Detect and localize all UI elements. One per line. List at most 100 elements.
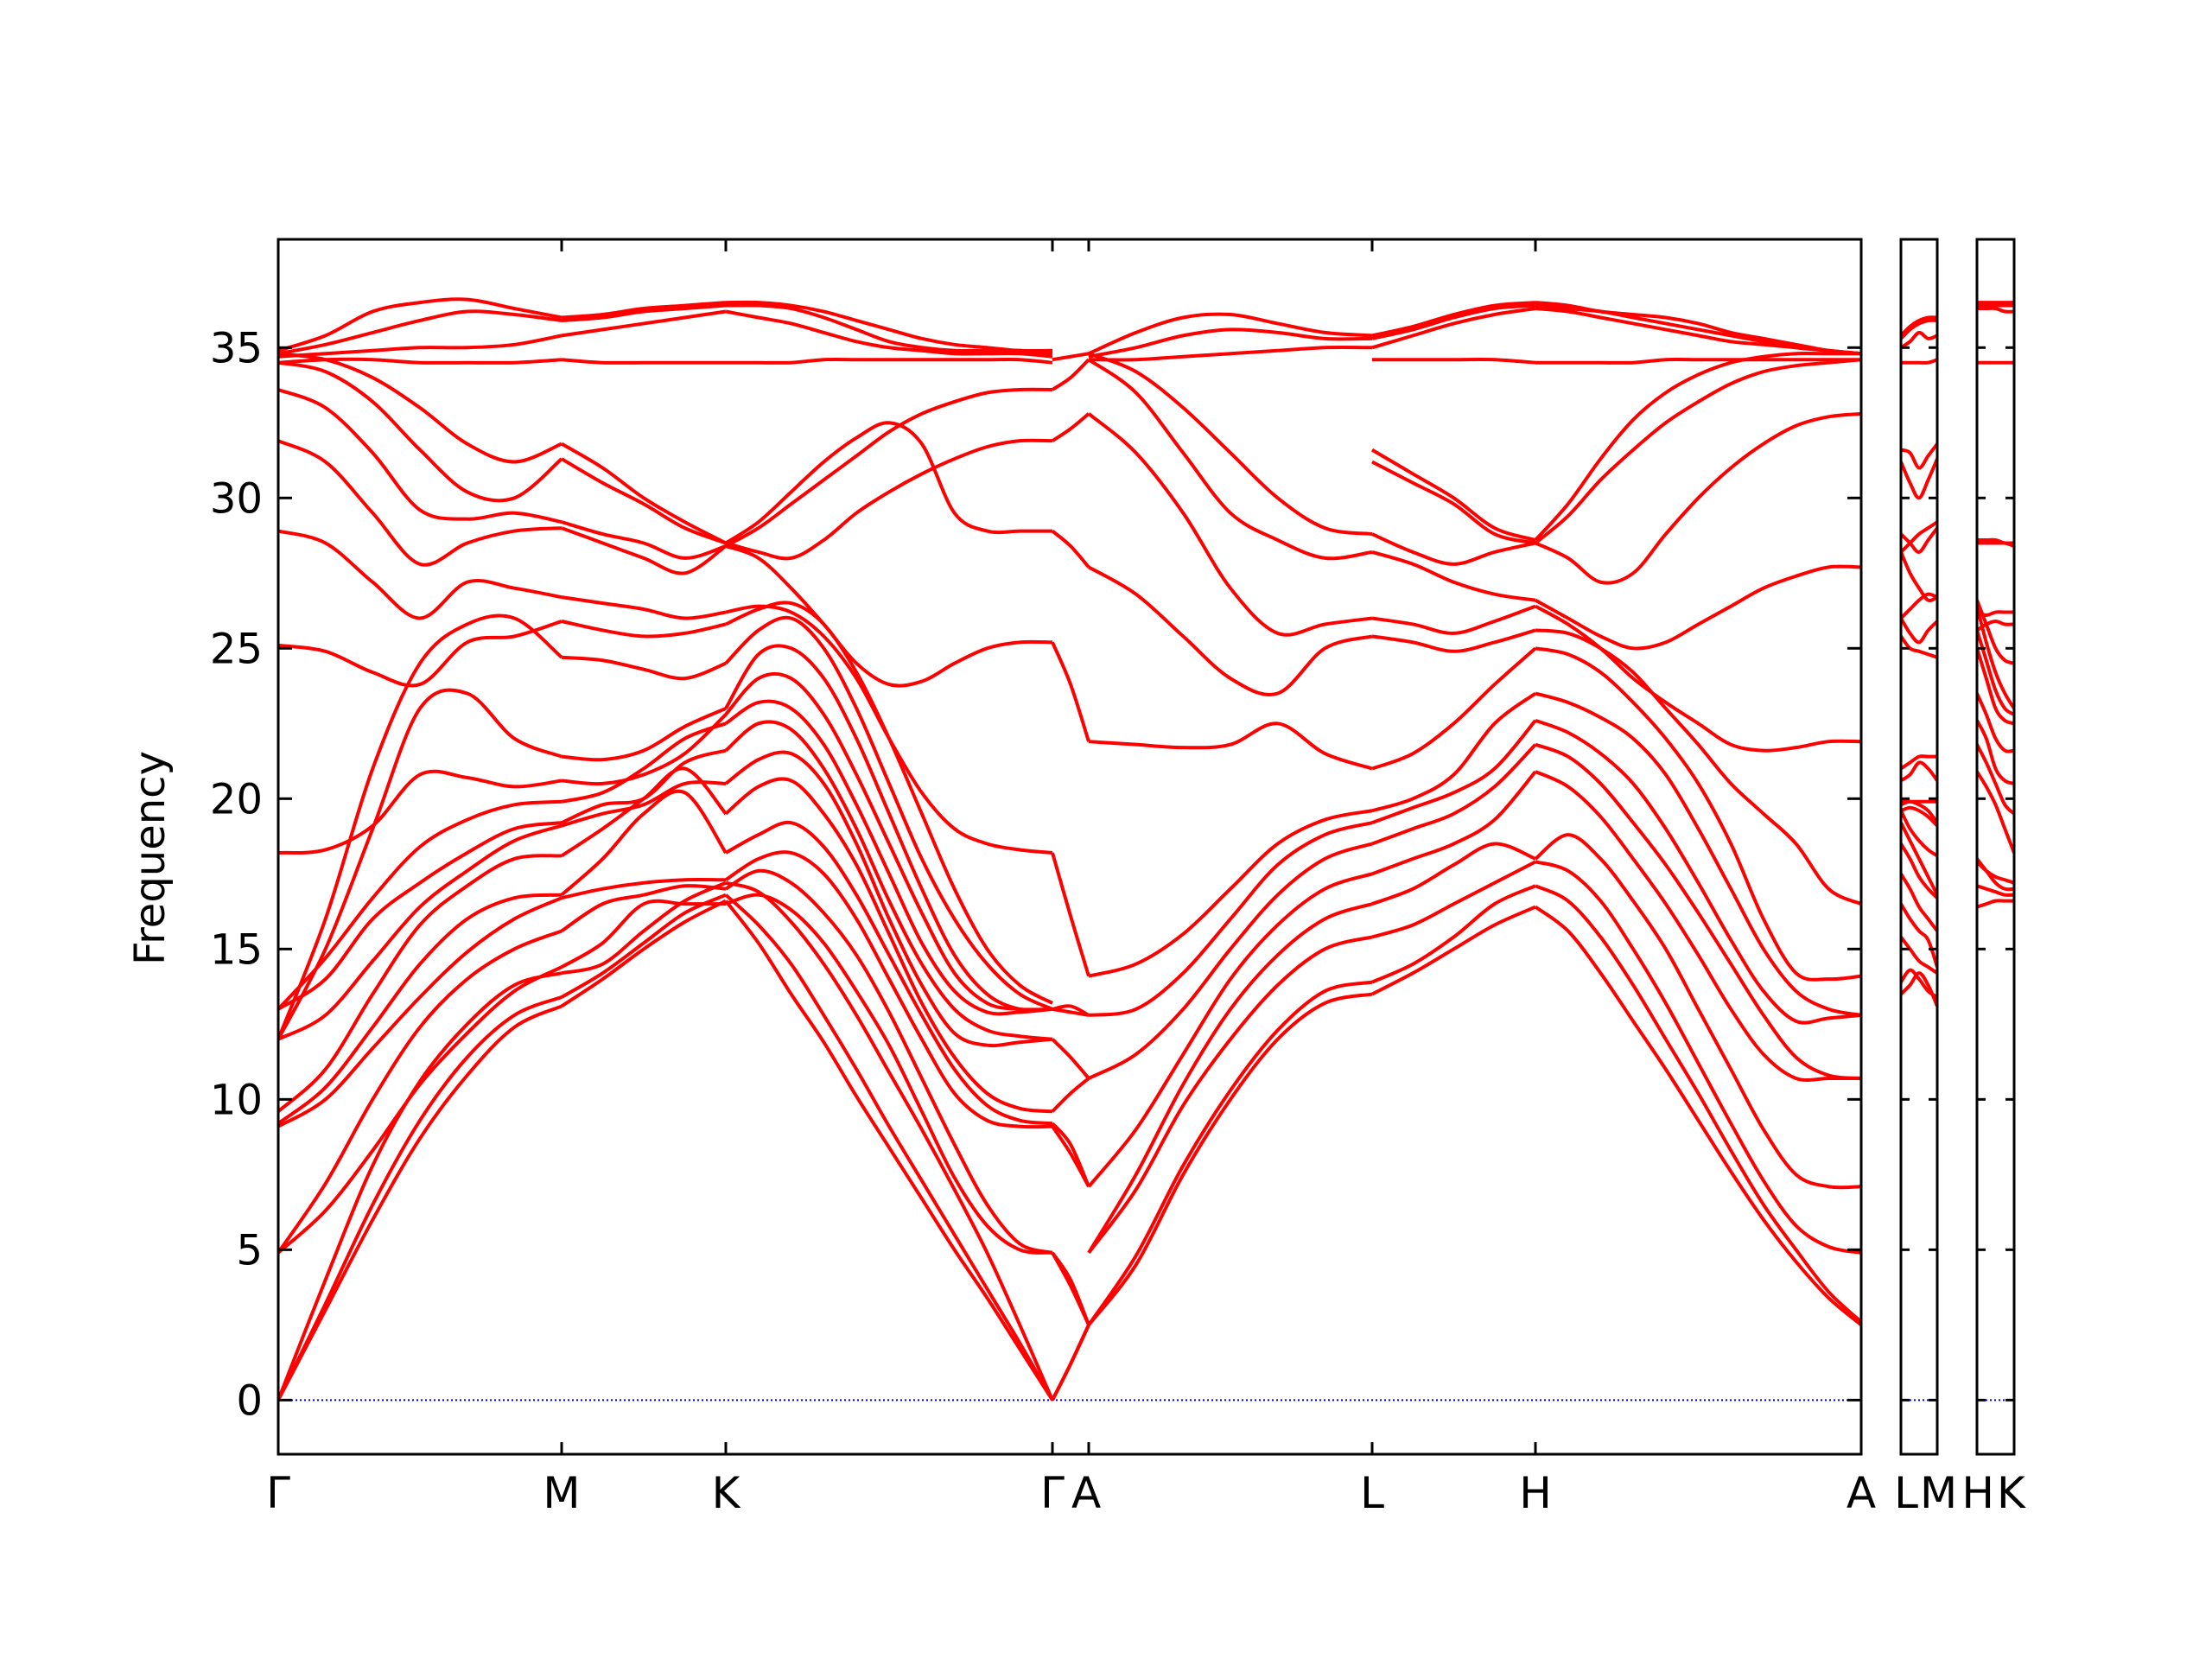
band-line-H-K-11 xyxy=(1977,599,2014,665)
band-line-Γ-M-3 xyxy=(278,965,563,1255)
band-line-Γ-M-20 xyxy=(278,357,563,365)
panel-frame xyxy=(1975,238,2016,1456)
band-line-M-K-8 xyxy=(561,780,727,828)
band-line-Γ-A-1 xyxy=(1051,1324,1090,1402)
band-line-A-L-6 xyxy=(1088,821,1373,1017)
band-line-Γ-A-14 xyxy=(1051,358,1090,391)
band-line-L-M-23 xyxy=(1901,318,1937,340)
y-tick-label: 20 xyxy=(210,775,263,823)
band-line-M-K-20 xyxy=(561,358,726,365)
band-line-K-Γ-19 xyxy=(725,438,1053,561)
band-line-L-H-17 xyxy=(1371,303,1536,340)
band-line-M-K-19 xyxy=(560,442,727,545)
band-line-Γ-M-8 xyxy=(278,823,563,1041)
band-line-K-Γ-8 xyxy=(724,750,1053,1048)
x-tick-label-Γ: Γ xyxy=(1040,1468,1065,1518)
band-line-M-K-6 xyxy=(560,789,728,897)
x-tick-label-L: L xyxy=(1360,1468,1384,1518)
band-line-Γ-A-9 xyxy=(1052,1007,1090,1017)
band-line-Γ-A-12 xyxy=(1051,530,1090,569)
y-tick-label: 15 xyxy=(210,925,263,974)
y-tick-label: 25 xyxy=(210,625,263,673)
x-tick-label-A: A xyxy=(1847,1468,1876,1518)
band-line-K-Γ-1 xyxy=(724,893,1054,1402)
band-line-L-H-0 xyxy=(1371,905,1536,996)
band-line-A-L-9 xyxy=(1088,565,1373,696)
band-line-L-M-22 xyxy=(1901,330,1937,349)
band-line-L-M-17 xyxy=(1901,526,1937,554)
band-line-K-Γ-2 xyxy=(725,880,1054,1402)
band-line-K-Γ-12 xyxy=(724,644,1053,1013)
band-line-L-M-3 xyxy=(1901,903,1937,968)
band-line-K-Γ-16 xyxy=(725,544,1053,688)
band-line-H-A-2 xyxy=(1535,860,1861,1255)
band-line-M-K-22 xyxy=(561,303,727,322)
band-line-A-L-3 xyxy=(1087,902,1373,1254)
band-line-L-H-6 xyxy=(1371,719,1537,825)
band-line-Γ-A-6 xyxy=(1051,1077,1090,1113)
band-line-L-M-12 xyxy=(1901,754,1937,771)
band-line-H-K-18 xyxy=(1977,306,2014,314)
band-line-H-A-4 xyxy=(1535,770,1861,1083)
band-line-L-H-1 xyxy=(1371,884,1536,984)
band-line-Γ-A-5 xyxy=(1051,1122,1090,1188)
band-line-L-M-20 xyxy=(1901,442,1937,470)
band-line-L-M-24 xyxy=(1901,315,1937,337)
band-line-L-M-14 xyxy=(1901,617,1937,645)
band-line-M-K-17 xyxy=(561,520,727,560)
band-line-H-K-16 xyxy=(1977,537,2014,545)
band-line-A-L-4 xyxy=(1087,872,1373,1188)
band-line-Γ-M-9 xyxy=(278,821,563,1011)
band-line-L-M-7 xyxy=(1901,810,1937,858)
band-line-Γ-M-15 xyxy=(278,529,563,620)
band-line-L-M-15 xyxy=(1901,592,1937,620)
band-line-M-K-13 xyxy=(561,655,727,681)
band-lines-main xyxy=(278,297,1861,1402)
band-line-H-A-0 xyxy=(1534,905,1861,1326)
band-line-H-A-13 xyxy=(1534,358,1861,545)
band-line-Γ-A-15 xyxy=(1052,352,1090,362)
band-line-M-K-1 xyxy=(560,893,727,999)
band-line-K-Γ-4 xyxy=(724,868,1053,1255)
band-line-L-H-16 xyxy=(1371,307,1536,350)
band-line-M-K-3 xyxy=(560,899,726,969)
band-line-H-K-1 xyxy=(1977,884,2014,897)
band-line-Γ-M-11 xyxy=(278,769,563,855)
band-line-Γ-M-21 xyxy=(278,334,563,359)
band-line-H-A-1 xyxy=(1535,884,1861,1324)
band-line-L-H-15 xyxy=(1372,357,1536,365)
panel-frame xyxy=(1899,238,1939,1456)
x-tick-label-K: K xyxy=(1997,1468,2026,1518)
band-line-M-K-2 xyxy=(561,880,727,976)
band-line-Γ-M-2 xyxy=(278,971,563,1402)
band-line-L-M-16 xyxy=(1901,551,1937,602)
band-line-M-K-23 xyxy=(561,301,727,320)
band-line-M-K-11 xyxy=(561,713,728,786)
band-line-L-M-13 xyxy=(1901,635,1937,659)
band-line-Γ-M-0 xyxy=(278,1004,563,1402)
y-tick-label: 30 xyxy=(210,474,263,523)
band-line-Γ-M-17 xyxy=(278,388,563,524)
band-line-M-K-4 xyxy=(560,884,727,933)
band-line-H-K-8 xyxy=(1977,647,2014,726)
band-line-Γ-M-1 xyxy=(278,995,563,1402)
band-line-Γ-A-10 xyxy=(1051,852,1090,977)
band-line-L-M-18 xyxy=(1901,520,1937,554)
band-line-H-A-7 xyxy=(1535,691,1861,1017)
band-line-H-K-4 xyxy=(1977,770,2014,854)
band-line-H-K-10 xyxy=(1977,606,2014,709)
band-line-H-K-7 xyxy=(1977,692,2014,753)
band-line-H-K-12 xyxy=(1977,619,2014,632)
band-line-Γ-M-18 xyxy=(278,360,563,503)
band-line-Γ-A-7 xyxy=(1051,1038,1090,1080)
band-line-L-M-19 xyxy=(1901,458,1937,500)
band-line-Γ-M-14 xyxy=(278,620,563,688)
band-line-Γ-M-4 xyxy=(278,929,563,1254)
band-line-A-L-12 xyxy=(1088,352,1373,537)
band-line-L-H-7 xyxy=(1371,691,1537,813)
band-line-L-M-11 xyxy=(1901,760,1937,783)
band-line-K-Γ-0 xyxy=(724,899,1054,1402)
band-line-H-K-6 xyxy=(1977,719,2014,785)
